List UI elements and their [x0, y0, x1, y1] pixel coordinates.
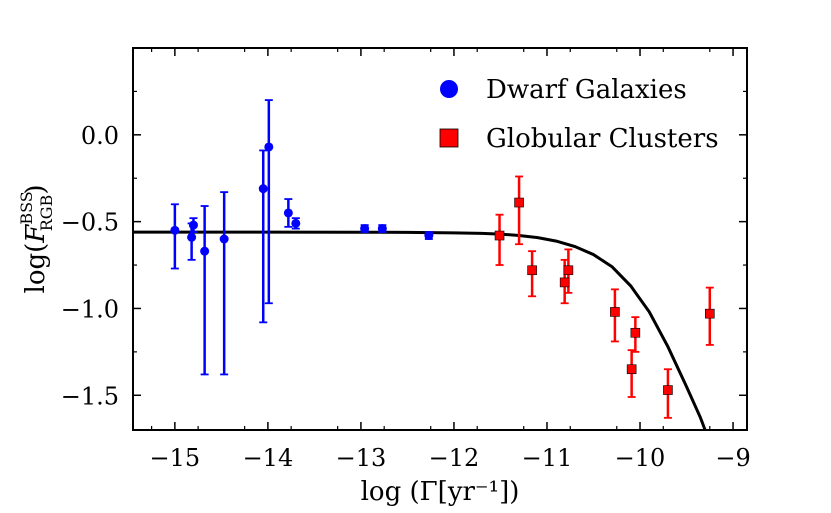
globular-cluster-point — [630, 327, 641, 338]
globular-cluster-point — [514, 197, 524, 208]
dwarf-galaxy-point — [424, 231, 434, 241]
x-tick-label: −15 — [150, 444, 201, 472]
dwarf-galaxy-point — [188, 220, 198, 230]
axis-ticks — [133, 48, 747, 430]
y-tick-labels: 0.0 −0.5 −1.0 −1.5 — [61, 122, 119, 410]
dwarf-galaxy-point — [377, 224, 387, 234]
x-tick-label: −13 — [336, 444, 387, 472]
error-bars — [170, 99, 714, 419]
globular-cluster-point — [559, 277, 570, 288]
dwarf-galaxy-point — [360, 224, 370, 234]
model-curve — [133, 230, 707, 431]
dwarf-galaxy-point — [283, 208, 293, 218]
x-tick-label: −12 — [429, 444, 480, 472]
x-axis-label: log (Γ[yr⁻¹]) — [361, 477, 520, 507]
globular-cluster-point — [527, 265, 537, 276]
x-tick-label: −14 — [243, 444, 294, 472]
globular-cluster-point — [610, 307, 620, 317]
dwarf-galaxy-point — [187, 232, 197, 242]
dwarf-galaxy-point — [200, 246, 210, 256]
legend: Dwarf Galaxies Globular Clusters — [439, 75, 719, 154]
dwarf-galaxy-point — [170, 225, 180, 235]
dwarf-galaxy-point — [219, 234, 229, 244]
x-tick-label: −11 — [522, 444, 573, 472]
y-tick-label: −0.5 — [61, 209, 119, 237]
x-tick-labels: −15 −14 −13 −12 −11 −10 −9 — [150, 444, 751, 472]
globular-cluster-point — [494, 230, 505, 241]
y-tick-label: 0.0 — [81, 122, 119, 150]
globular-cluster-point — [663, 385, 673, 395]
dwarf-galaxy-point — [258, 184, 268, 194]
y-tick-label: −1.5 — [61, 382, 119, 410]
x-tick-label: −9 — [715, 444, 750, 472]
legend-globular-marker — [439, 128, 459, 148]
y-tick-label: −1.0 — [61, 295, 119, 323]
legend-dwarf-marker — [440, 80, 458, 98]
globular-cluster-point — [626, 364, 637, 375]
data-markers — [170, 142, 715, 395]
legend-dwarf-label: Dwarf Galaxies — [486, 75, 687, 105]
y-axis-label: log(FBSSRGB) — [17, 185, 56, 294]
globular-cluster-point — [563, 265, 574, 276]
dwarf-galaxy-point — [291, 218, 301, 228]
x-tick-label: −10 — [615, 444, 666, 472]
legend-globular-label: Globular Clusters — [486, 124, 719, 154]
dwarf-galaxy-point — [264, 142, 274, 152]
globular-cluster-point — [704, 308, 715, 319]
plot-frame — [132, 47, 748, 431]
